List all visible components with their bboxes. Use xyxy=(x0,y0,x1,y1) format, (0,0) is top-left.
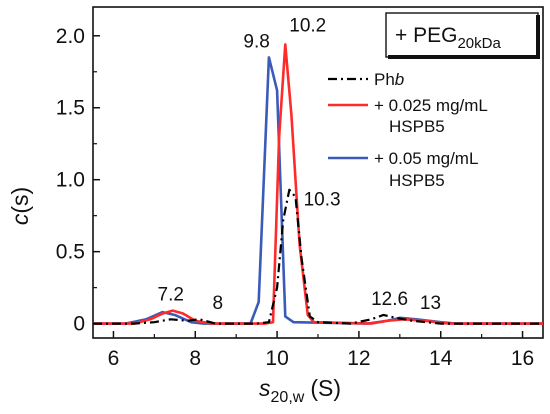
condition-box: + PEG20kDa xyxy=(385,12,540,59)
peak-label: 10.2 xyxy=(289,15,326,36)
peak-annotations: 9.8 10.2 10.3 7.2 8 12.6 13 xyxy=(158,15,442,314)
legend-label-005-line1: + 0.05 mg/mL xyxy=(374,149,478,168)
y-axis-title: c(s) xyxy=(7,187,33,225)
legend-item-0025: + 0.025 mg/mL HSPB5 xyxy=(328,96,488,136)
x-tick-label: 12 xyxy=(347,347,370,370)
x-tick-label: 6 xyxy=(108,347,120,370)
y-tick-label: 2.0 xyxy=(56,25,85,48)
legend-label-phb: Phb xyxy=(374,70,404,89)
peak-label: 13 xyxy=(420,293,441,314)
legend-label-0025-line1: + 0.025 mg/mL xyxy=(374,96,488,115)
x-tick-label: 10 xyxy=(265,347,288,370)
x-axis-ticks: 6 8 10 12 14 16 xyxy=(108,331,534,370)
legend-item-005: + 0.05 mg/mL HSPB5 xyxy=(328,149,478,190)
legend-item-phb: Phb xyxy=(328,70,404,89)
condition-label: + PEG20kDa xyxy=(395,24,501,52)
x-tick-label: 16 xyxy=(511,347,534,370)
y-tick-label: 0.5 xyxy=(56,241,85,264)
series-layer xyxy=(93,43,543,325)
series-line-0 xyxy=(93,188,543,325)
peak-label: 8 xyxy=(212,293,223,314)
x-tick-label: 8 xyxy=(189,347,201,370)
y-tick-label: 1.0 xyxy=(56,169,85,192)
peak-label: 10.3 xyxy=(304,190,341,211)
legend-label-0025-line2: HSPB5 xyxy=(389,117,445,136)
peak-label: 7.2 xyxy=(158,285,184,306)
peak-label: 12.6 xyxy=(371,289,408,310)
series-line-1 xyxy=(93,43,543,325)
y-tick-label: 0 xyxy=(73,313,85,336)
y-tick-label: 1.5 xyxy=(56,97,85,120)
x-tick-label: 14 xyxy=(429,347,453,370)
x-axis-title: s20,w (S) xyxy=(259,375,341,406)
peak-label: 9.8 xyxy=(243,31,269,52)
legend: Phb + 0.025 mg/mL HSPB5 + 0.05 mg/mL HSP… xyxy=(328,70,488,190)
legend-label-005-line2: HSPB5 xyxy=(389,171,445,190)
